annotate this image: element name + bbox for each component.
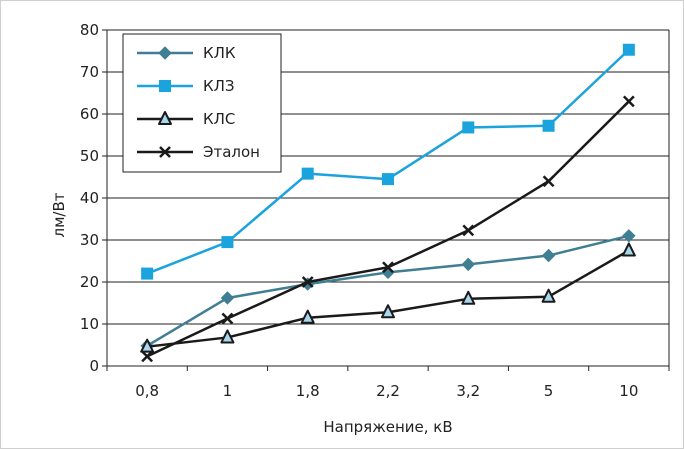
legend-label: КЛС [203, 110, 235, 128]
legend-marker [159, 80, 171, 92]
y-axis-title: лм/Вт [50, 192, 68, 237]
y-tick-label: 80 [80, 21, 99, 39]
x-marker-stroke [462, 224, 475, 237]
data-point [141, 350, 154, 363]
x-marker-stroke [382, 261, 394, 274]
y-tick-label: 30 [80, 231, 99, 249]
y-tick-label: 0 [89, 357, 99, 375]
data-point [621, 242, 636, 257]
data-point [382, 173, 394, 186]
data-point [301, 167, 314, 180]
data-point [541, 248, 556, 263]
x-marker-stroke [542, 175, 555, 188]
axes: 0 10 20 30 40 50 60 70 80 0,8 1 1,8 2,2 3,2 5 10 [80, 21, 670, 400]
x-marker-stroke [622, 95, 635, 108]
data-point [382, 261, 394, 274]
y-tick-label: 70 [80, 63, 99, 81]
data-point [622, 43, 635, 56]
data-point [462, 224, 475, 237]
x-tick-label: 1 [223, 382, 233, 400]
x-marker-stroke [301, 276, 314, 288]
legend: КЛК КЛЗ КЛС Эталон [122, 33, 282, 173]
series [140, 43, 636, 363]
data-point [541, 288, 556, 303]
data-point [542, 175, 555, 188]
x-tick-label: 0,8 [135, 382, 159, 400]
legend-marker [158, 46, 172, 60]
legend-box [122, 33, 282, 173]
legend-label: Эталон [203, 143, 260, 161]
x-marker-stroke [141, 350, 154, 363]
data-point [542, 119, 555, 132]
x-tick-label: 10 [619, 382, 638, 400]
legend-label: КЛЗ [203, 77, 235, 95]
y-tick-label: 60 [80, 105, 99, 123]
data-point [622, 229, 636, 243]
data-point [220, 329, 235, 344]
data-point [221, 312, 234, 325]
legend-marker [158, 111, 172, 125]
data-point [221, 236, 234, 249]
data-point [462, 121, 475, 134]
data-point [461, 257, 475, 272]
data-point [622, 95, 635, 108]
data-point [300, 309, 315, 324]
y-tick-label: 50 [80, 147, 99, 165]
x-marker-stroke [159, 146, 171, 158]
x-marker-stroke [221, 312, 234, 325]
data-point [461, 290, 476, 305]
y-tick-label: 40 [80, 189, 99, 207]
y-tick-label: 10 [80, 315, 99, 333]
data-point [381, 304, 395, 319]
data-point [141, 267, 154, 280]
data-point [220, 291, 235, 305]
legend-marker [159, 146, 171, 158]
data-point [140, 338, 155, 353]
data-point [301, 276, 314, 288]
y-tick-label: 20 [80, 273, 99, 291]
x-tick-label: 5 [544, 382, 554, 400]
legend-label: КЛК [203, 44, 236, 62]
x-tick-label: 3,2 [456, 382, 480, 400]
x-axis-title: Напряжение, кВ [323, 418, 452, 436]
x-tick-label: 1,8 [296, 382, 320, 400]
x-tick-label: 2,2 [376, 382, 400, 400]
